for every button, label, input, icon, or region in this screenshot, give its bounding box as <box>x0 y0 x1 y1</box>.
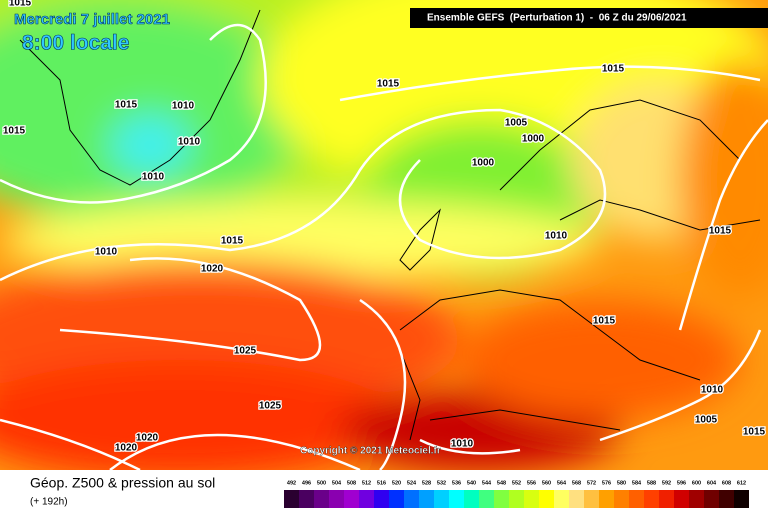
isobar-label: 1015 <box>602 64 625 75</box>
scale-label: 536 <box>452 480 461 486</box>
map-field <box>0 0 768 480</box>
isobar-label: 1015 <box>743 427 766 438</box>
isobar-label: 1010 <box>178 137 201 148</box>
scale-label: 572 <box>587 480 596 486</box>
scale-label: 568 <box>572 480 581 486</box>
scale-label: 556 <box>527 480 536 486</box>
scale-swatch <box>539 490 554 508</box>
date: Mercredi 7 juillet 2021 <box>14 11 170 28</box>
scale-swatch <box>509 490 524 508</box>
scale-swatch <box>494 490 509 508</box>
run-info: Ensemble GEFS (Perturbation 1) - 06 Z du… <box>427 13 687 24</box>
scale-swatch <box>374 490 389 508</box>
scale-swatch <box>599 490 614 508</box>
scale-swatch <box>569 490 584 508</box>
scale-label: 516 <box>377 480 386 486</box>
scale-label: 492 <box>287 480 296 486</box>
scale-label: 608 <box>722 480 731 486</box>
scale-label: 504 <box>332 480 342 486</box>
scale-label: 596 <box>677 480 686 486</box>
scale-swatch <box>464 490 479 508</box>
color-scale: 492 496 500 504 508 512 516 520 524 528 532 536 540 5… <box>284 480 749 508</box>
isobar-label: 1015 <box>593 316 616 327</box>
isobar-label: 1010 <box>545 231 568 242</box>
isobar-label: 1025 <box>259 401 282 412</box>
scale-swatch <box>659 490 674 508</box>
scale-label: 548 <box>497 480 506 486</box>
scale-swatch <box>314 490 329 508</box>
scale-swatch <box>344 490 359 508</box>
run-box <box>410 8 768 28</box>
scale-label: 496 <box>302 480 311 486</box>
isobar-label: 1000 <box>472 158 495 169</box>
isobar-label: 1005 <box>695 415 718 426</box>
scale-label: 552 <box>512 480 521 486</box>
isobar-label: 1010 <box>451 439 474 450</box>
scale-label: 528 <box>422 480 431 486</box>
isobar-label: 1025 <box>234 346 257 357</box>
scale-swatch <box>299 490 314 508</box>
scale-swatch <box>584 490 599 508</box>
scale-label: 604 <box>707 480 717 486</box>
scale-label: 576 <box>602 480 611 486</box>
lead-time: (+ 192h) <box>30 497 68 508</box>
scale-swatch <box>554 490 569 508</box>
scale-label: 612 <box>737 480 746 486</box>
scale-swatch <box>434 490 449 508</box>
scale-label: 524 <box>407 480 417 486</box>
scale-swatch <box>284 490 299 508</box>
scale-swatch <box>689 490 704 508</box>
isobar-label: 1015 <box>709 226 732 237</box>
scale-swatch <box>359 490 374 508</box>
scale-swatch <box>629 490 644 508</box>
isobar-label: 1020 <box>115 443 138 454</box>
local-time: 8:00 locale <box>22 32 129 55</box>
scale-label: 512 <box>362 480 371 486</box>
scale-swatch <box>704 490 719 508</box>
isobar-label: 1010 <box>701 385 724 396</box>
legend-title: Géop. Z500 & pression au sol <box>30 475 215 491</box>
scale-swatch <box>614 490 629 508</box>
scale-label: 592 <box>662 480 671 486</box>
scale-swatch <box>644 490 659 508</box>
scale-swatch <box>734 490 749 508</box>
isobar-label: 1020 <box>201 264 224 275</box>
scale-label: 600 <box>692 480 701 486</box>
scale-swatch <box>719 490 734 508</box>
isobar-label: 1015 <box>3 126 26 137</box>
scale-label: 580 <box>617 480 626 486</box>
scale-swatch <box>404 490 419 508</box>
scale-label: 532 <box>437 480 446 486</box>
isobar-label: 1010 <box>95 247 118 258</box>
scale-label: 560 <box>542 480 551 486</box>
scale-swatch <box>329 490 344 508</box>
scale-label: 500 <box>317 480 326 486</box>
copyright: Copyright © 2021 Meteociel.fr <box>300 446 441 457</box>
isobar-label: 1010 <box>172 101 195 112</box>
scale-swatch <box>389 490 404 508</box>
isobar-label: 1020 <box>136 433 159 444</box>
isobar-label: 1010 <box>142 172 165 183</box>
scale-label: 540 <box>467 480 476 486</box>
scale-swatch <box>479 490 494 508</box>
isobar-label: 1015 <box>115 100 138 111</box>
scale-label: 544 <box>482 480 492 486</box>
scale-swatch <box>674 490 689 508</box>
scale-label: 588 <box>647 480 656 486</box>
scale-label: 584 <box>632 480 642 486</box>
scale-label: 520 <box>392 480 401 486</box>
isobar-label: 1015 <box>221 236 244 247</box>
scale-label: 564 <box>557 480 567 486</box>
isobar-label: 1015 <box>377 79 400 90</box>
scale-swatch <box>524 490 539 508</box>
scale-swatch <box>419 490 434 508</box>
isobar-label: 1000 <box>522 134 545 145</box>
isobar-labels: 1015 1015 1015 1015 1010 1015 1010 1010 1005 1000… <box>2 0 767 455</box>
isobar-label: 1015 <box>9 0 32 9</box>
isobar-label: 1005 <box>505 118 528 129</box>
scale-swatch <box>449 490 464 508</box>
scale-label: 508 <box>347 480 356 486</box>
